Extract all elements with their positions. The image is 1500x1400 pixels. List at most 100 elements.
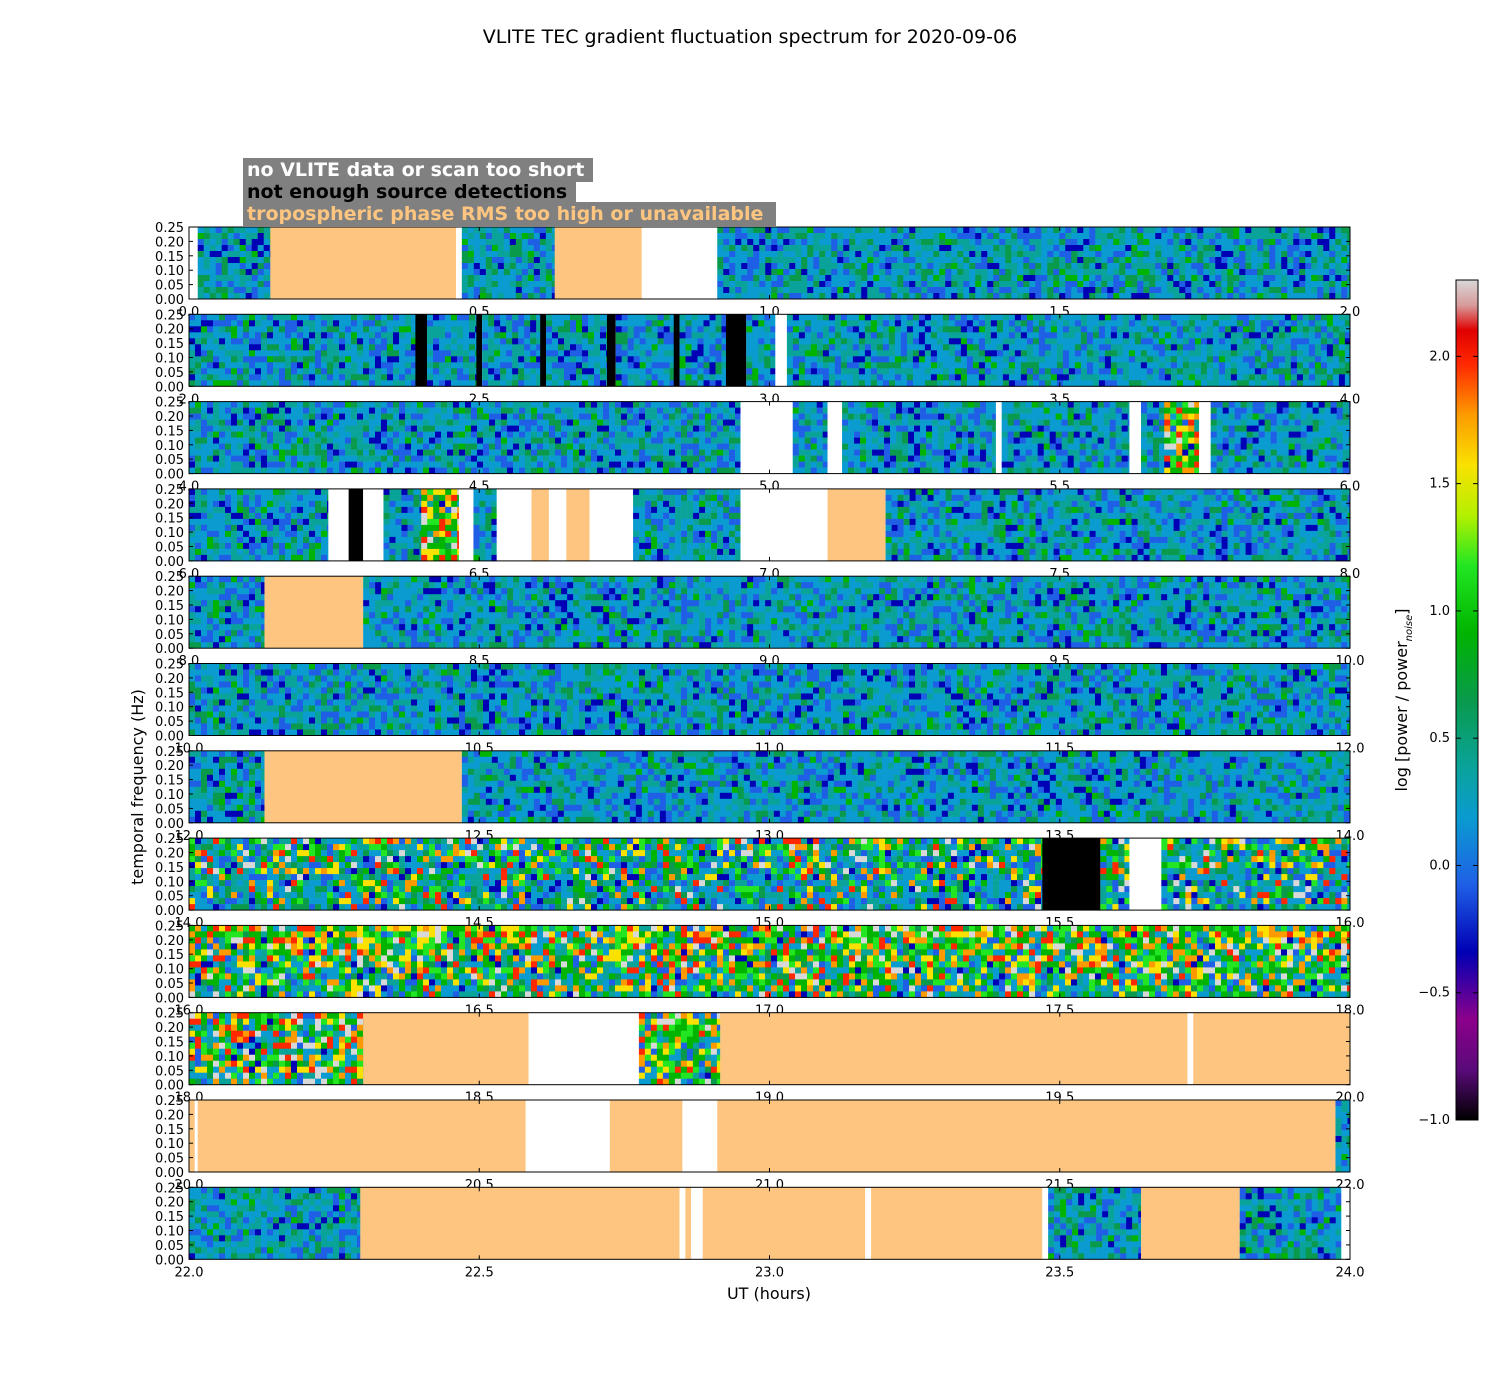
spectrum-cell (978, 332, 986, 339)
spectrum-cell (819, 269, 826, 276)
spectrum-cell (291, 467, 298, 474)
spectrum-cell (1215, 227, 1222, 234)
spectrum-cell (207, 338, 214, 345)
panel-3: 0.000.050.100.150.200.254.0 4.5 5.0 5.5 6.0 (155, 396, 1360, 495)
spectrum-cell (536, 338, 541, 345)
spectrum-cell (1191, 245, 1198, 252)
spectrum-cell (203, 269, 211, 276)
spectrum-cell (621, 461, 628, 468)
spectrum-cell (1008, 362, 1016, 369)
spectrum-cell (1194, 368, 1202, 375)
spectrum-cell (669, 455, 676, 462)
spectrum-cell (245, 281, 253, 288)
spectrum-cell (1008, 326, 1016, 333)
spectrum-cell (469, 332, 476, 339)
spectrum-cell (1239, 245, 1246, 252)
spectrum-cell (494, 320, 501, 327)
spectrum-cell (1089, 227, 1096, 234)
spectrum-cell (1275, 251, 1282, 258)
spectrum-cell (933, 227, 940, 234)
spectrum-cell (771, 233, 778, 240)
spectrum-cell (573, 467, 580, 474)
spectrum-cell (852, 326, 860, 333)
spectrum-cell (819, 227, 826, 234)
spectrum-cell (1041, 269, 1048, 276)
spectrum-cell (339, 368, 346, 375)
spectrum-cell (411, 338, 416, 345)
spectrum-cell (531, 413, 538, 420)
spectrum-cell (918, 314, 926, 321)
spectrum-cell (1191, 257, 1198, 264)
spectrum-cell (639, 461, 646, 468)
spectrum-cell (261, 425, 268, 432)
spectrum-cell (703, 320, 710, 327)
spectrum-cell (1101, 287, 1108, 294)
spectrum-cell (870, 338, 878, 345)
spectrum-cell (1041, 233, 1048, 240)
spectrum-cell (717, 257, 724, 264)
spectrum-cell (237, 326, 244, 333)
spectrum-cell (555, 425, 562, 432)
spectrum-cell (405, 461, 412, 468)
spectrum-cell (900, 326, 908, 333)
spectrum-cell (936, 350, 944, 357)
spectrum-cell (507, 419, 514, 426)
spectrum-cell (753, 263, 760, 270)
spectrum-cell (663, 362, 670, 369)
spectrum-cell (963, 251, 970, 258)
spectrum-cell (479, 245, 487, 252)
spectrum-cell (645, 467, 652, 474)
spectrum-cell (1026, 326, 1034, 333)
spectrum-cell (816, 350, 824, 357)
spectrum-cell (1242, 374, 1250, 381)
spectrum-cell (837, 233, 844, 240)
y-tick-label: 0.05 (155, 279, 184, 294)
spectrum-cell (1104, 380, 1112, 387)
spectrum-cell (453, 437, 460, 444)
spectrum-cell (758, 356, 765, 363)
spectrum-cell (423, 455, 430, 462)
spectrum-cell (597, 455, 604, 462)
spectrum-cell (297, 332, 304, 339)
spectrum-cell (1227, 263, 1234, 270)
y-tick-label: 0.25 (155, 221, 184, 236)
spectrum-cell (255, 425, 262, 432)
spectrum-cell (594, 356, 601, 363)
spectrum-cell (533, 269, 541, 276)
spectrum-cell (1164, 332, 1172, 339)
spectrum-cell (327, 332, 334, 339)
spectrum-cell (488, 320, 495, 327)
spectrum-cell (207, 320, 214, 327)
spectrum-cell (1269, 233, 1276, 240)
spectrum-cell (789, 293, 796, 300)
spectrum-cell (1302, 314, 1310, 321)
spectrum-cell (945, 233, 952, 240)
spectrum-cell (189, 467, 196, 474)
spectrum-cell (729, 275, 736, 282)
spectrum-cell (231, 407, 238, 414)
spectrum-cell (837, 263, 844, 270)
spectrum-cell (375, 356, 382, 363)
spectrum-cell (1179, 245, 1186, 252)
spectrum-cell (417, 437, 424, 444)
spectrum-cell (255, 362, 262, 369)
spectrum-cell (1155, 233, 1162, 240)
spectrum-cell (479, 251, 487, 258)
spectrum-cell (691, 314, 698, 321)
spectrum-cell (1341, 227, 1348, 234)
spectrum-cell (195, 467, 202, 474)
spectrum-cell (1338, 326, 1346, 333)
spectrum-cell (207, 431, 214, 438)
spectrum-cell (1074, 332, 1082, 339)
spectrum-cell (942, 332, 950, 339)
spectrum-cell (1182, 320, 1190, 327)
spectrum-cell (758, 350, 765, 357)
spectrum-cell (996, 350, 1004, 357)
spectrum-cell (551, 263, 556, 270)
spectrum-cell (1185, 239, 1192, 246)
spectrum-cell (321, 356, 328, 363)
spectrum-cell (939, 263, 946, 270)
spectrum-cell (687, 443, 694, 450)
spectrum-cell (705, 467, 712, 474)
spectrum-cell (984, 350, 992, 357)
